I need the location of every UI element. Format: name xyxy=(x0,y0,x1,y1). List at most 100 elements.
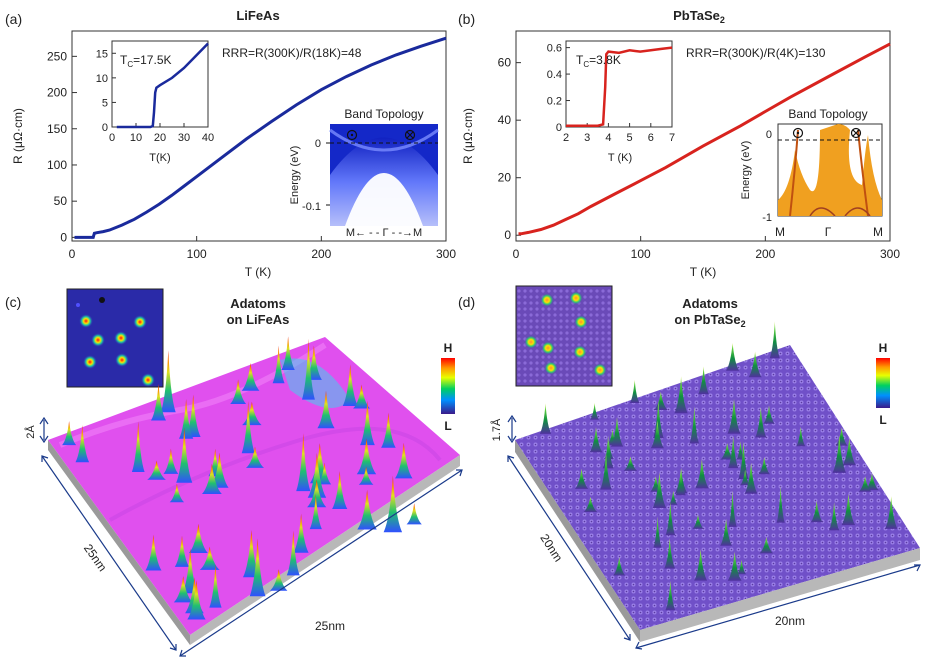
adatom-peak xyxy=(759,537,774,554)
adatom-peak xyxy=(317,462,332,485)
panel-b-inset-xlabel: T (K) xyxy=(608,152,632,164)
adatom-peak xyxy=(357,489,377,530)
panel-a-band-title: Band Topology xyxy=(344,107,423,121)
adatom-peak xyxy=(692,514,704,529)
adatom-peak xyxy=(210,452,229,488)
adatom-peak xyxy=(841,493,856,526)
panel-b-rrr-annotation: RRR=R(300K)/R(4K)=130 xyxy=(686,46,826,60)
adatom-peak xyxy=(758,456,770,475)
adatom-peak xyxy=(381,412,396,448)
panel-d-stm-inset xyxy=(515,285,613,387)
y-tick-label: 250 xyxy=(47,49,67,63)
panel-a-ylabel: R (μΩ·cm) xyxy=(11,108,25,164)
adatom-peak xyxy=(727,398,741,434)
adatom-peak xyxy=(590,402,599,420)
svg-text:0: 0 xyxy=(315,138,321,150)
inset-x-tick-label: 3 xyxy=(584,132,590,144)
adatom-peak xyxy=(353,384,370,409)
panel-b-label: (b) xyxy=(458,11,475,27)
adatom-peak xyxy=(738,441,749,479)
panel-b-plot-frame xyxy=(515,30,891,242)
panel-a-title: LiFeAs xyxy=(236,8,279,23)
inset-x-tick-label: 6 xyxy=(648,132,654,144)
panel-a-resistance-curve xyxy=(74,36,447,239)
adatom-peak xyxy=(736,441,745,460)
panel-c-dimension-lines xyxy=(39,416,463,657)
panel-a-label: (a) xyxy=(5,11,22,27)
x-tick-label: 300 xyxy=(436,247,456,261)
adatom-peak xyxy=(602,435,614,469)
y-tick-label: 150 xyxy=(47,122,67,136)
adatom-peak xyxy=(694,549,708,581)
adatom-peak xyxy=(147,460,166,480)
panel-b-band-x-mid: Γ xyxy=(825,225,832,239)
panel-c-title-line1: Adatoms xyxy=(230,296,286,311)
panel-d-surface xyxy=(515,345,920,630)
adatom-peak xyxy=(776,485,785,523)
adatom-peak xyxy=(727,551,742,581)
panel-d-title-line2: on PbTaSe2 xyxy=(674,312,745,329)
spin-cross-icon xyxy=(404,129,416,141)
spin-dot-icon xyxy=(346,129,358,141)
adatom-peak xyxy=(188,523,208,553)
panel-a-rrr-annotation: RRR=R(300K)/R(18K)=48 xyxy=(222,46,362,60)
adatom-peak xyxy=(296,433,311,492)
adatom-peak xyxy=(828,502,840,531)
x-tick-label: 200 xyxy=(755,247,775,261)
panel-a-inset-tc: TC=17.5K xyxy=(120,53,172,69)
adatom-peak xyxy=(395,442,413,479)
panel-d-colorbar-high: H xyxy=(879,341,888,355)
panel-b-inset-curve xyxy=(566,46,673,127)
inset-x-tick-label: 7 xyxy=(669,132,675,144)
adatom-peak xyxy=(75,425,90,463)
adatom-peak xyxy=(230,379,247,404)
panel-a-band-topology: Band Topology 0 -0.1 Energy (eV) M← - - … xyxy=(289,107,439,239)
x-tick-label: 200 xyxy=(311,247,331,261)
spin-dot-icon xyxy=(792,127,804,139)
panel-a-inset: 0 5 10 15 0 10 20 30 40 TC=17.5K T(K) xyxy=(96,40,214,164)
adatom-peak xyxy=(698,366,709,395)
panel-c-label: (c) xyxy=(5,294,21,310)
adatom-peak xyxy=(539,403,552,434)
adatom-peak xyxy=(613,557,626,576)
panel-d-title-line1: Adatoms xyxy=(682,296,738,311)
panel-b-title: PbTaSe2 xyxy=(673,8,725,25)
panel-c-colorbar-high: H xyxy=(444,341,453,355)
adatom-peak xyxy=(307,479,327,508)
panel-a-band-ylabel: Energy (eV) xyxy=(289,146,301,205)
adatom-peak xyxy=(272,345,285,384)
adatom-peak xyxy=(810,500,823,523)
adatom-peak xyxy=(664,538,676,569)
adatom-peak xyxy=(744,462,758,494)
y-tick-label: 20 xyxy=(498,171,512,185)
adatom-peak xyxy=(885,496,898,529)
x-tick-label: 0 xyxy=(513,247,520,261)
adatom-peak xyxy=(796,426,806,447)
adatom-peak xyxy=(600,452,612,490)
inset-y-tick-label: 0 xyxy=(556,122,562,134)
adatom-peak xyxy=(652,400,664,439)
panel-b-ylabel: R (μΩ·cm) xyxy=(461,108,475,164)
adatom-peak xyxy=(286,530,300,576)
adatom-peak xyxy=(654,391,668,410)
adatom-peak xyxy=(665,502,676,536)
adatom-peak xyxy=(281,336,295,370)
adatom-peak xyxy=(249,538,266,597)
adatom-peak xyxy=(755,407,767,438)
inset-x-tick-label: 40 xyxy=(202,132,214,144)
inset-y-tick-label: 5 xyxy=(102,97,108,109)
adatom-peak xyxy=(865,473,879,491)
adatom-peak xyxy=(835,427,848,446)
svg-text:0: 0 xyxy=(766,129,772,141)
inset-x-tick-label: 30 xyxy=(178,132,190,144)
adatom-peak xyxy=(574,468,589,489)
panel-a-band-xlabel: M← - - Γ - -→M xyxy=(346,227,422,239)
panel-a-x-axis: 0 100 200 300 xyxy=(69,236,456,261)
adatom-peak xyxy=(360,400,375,446)
adatom-peak xyxy=(246,446,264,468)
x-tick-label: 100 xyxy=(631,247,651,261)
adatom-peak xyxy=(748,351,762,378)
panel-c-colorbar-low: L xyxy=(444,419,451,433)
panel-b-band-fill xyxy=(778,124,882,216)
